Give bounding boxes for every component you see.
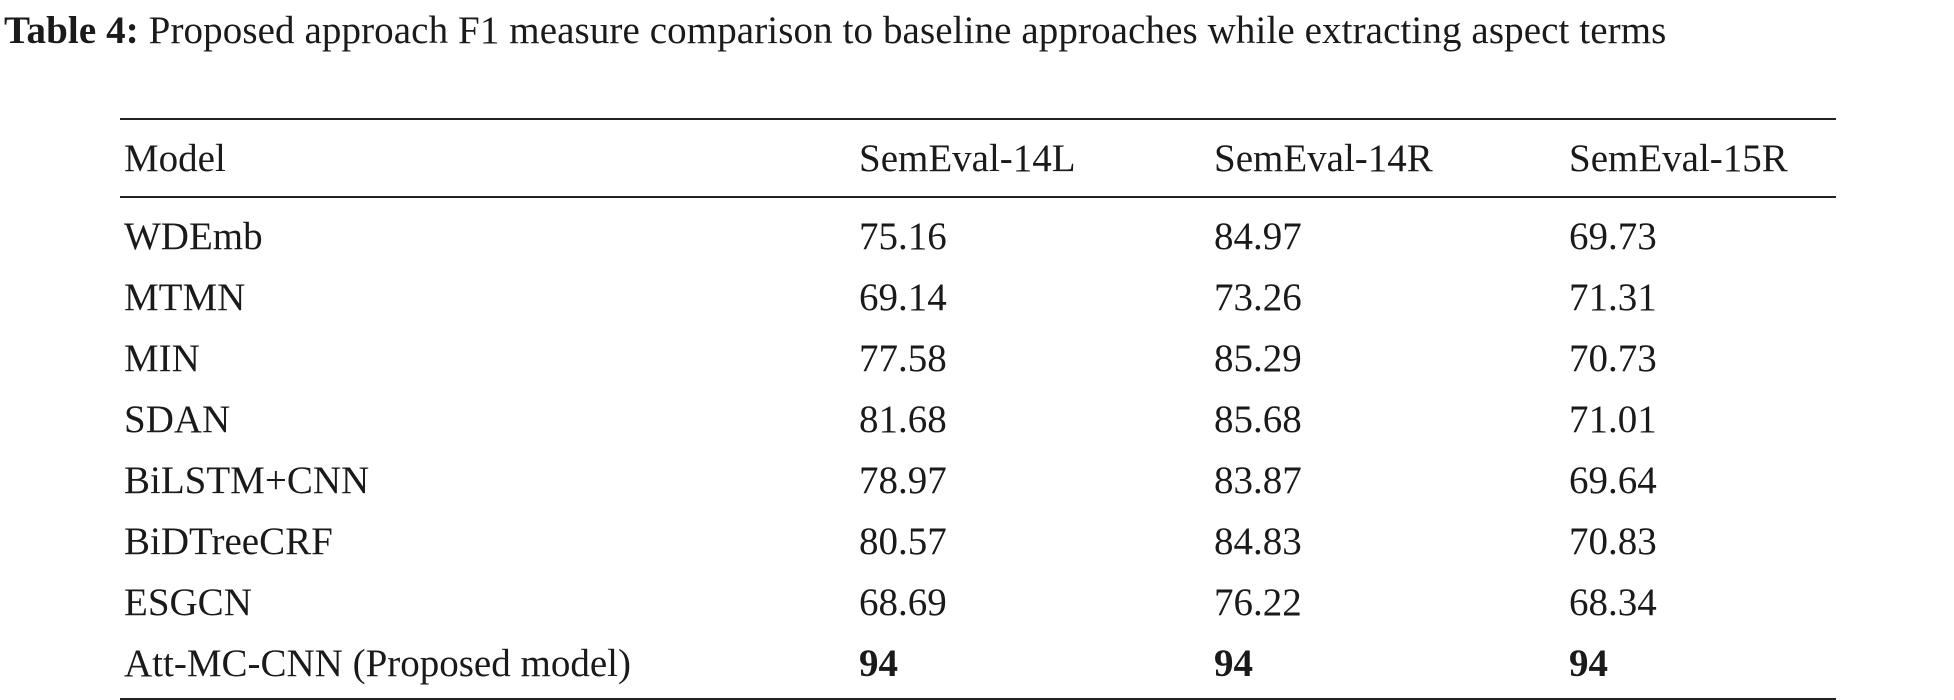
- model-name-cell: SDAN: [124, 398, 231, 441]
- semeval-14r-cell: 84.97: [1214, 215, 1302, 258]
- table-row: BiLSTM+CNN 78.97 83.87 69.64: [120, 450, 1836, 511]
- table-row: MIN 77.58 85.29 70.73: [120, 328, 1836, 389]
- caption-text: Proposed approach F1 measure comparison …: [138, 9, 1667, 52]
- semeval-15r-cell: 68.34: [1569, 581, 1657, 624]
- semeval-15r-cell: 71.31: [1569, 276, 1657, 319]
- table-caption: Table 4: Proposed approach F1 measure co…: [4, 4, 1950, 58]
- column-header-semeval-14l: SemEval-14L: [859, 136, 1076, 180]
- semeval-14r-cell: 73.26: [1214, 276, 1302, 319]
- semeval-14l-cell-best: 94: [859, 642, 898, 685]
- table-row: MTMN 69.14 73.26 71.31: [120, 267, 1836, 328]
- semeval-14r-cell: 76.22: [1214, 581, 1302, 624]
- semeval-15r-cell: 70.83: [1569, 520, 1657, 563]
- semeval-14r-cell: 85.68: [1214, 398, 1302, 441]
- semeval-15r-cell: 69.73: [1569, 215, 1657, 258]
- table-header-row: Model SemEval-14L SemEval-14R SemEval-15…: [120, 119, 1836, 197]
- model-name-cell: MIN: [124, 337, 200, 380]
- model-name-cell: ESGCN: [124, 581, 252, 624]
- semeval-14l-cell: 68.69: [859, 581, 947, 624]
- semeval-15r-cell: 69.64: [1569, 459, 1657, 502]
- column-header-model: Model: [124, 136, 226, 180]
- semeval-14r-cell-best: 94: [1214, 642, 1253, 685]
- semeval-15r-cell-best: 94: [1569, 642, 1608, 685]
- results-table-container: Model SemEval-14L SemEval-14R SemEval-15…: [120, 118, 1836, 700]
- semeval-14l-cell: 80.57: [859, 520, 947, 563]
- semeval-14l-cell: 81.68: [859, 398, 947, 441]
- table-row: BiDTreeCRF 80.57 84.83 70.83: [120, 511, 1836, 572]
- semeval-14l-cell: 69.14: [859, 276, 947, 319]
- semeval-15r-cell: 71.01: [1569, 398, 1657, 441]
- table-row-proposed: Att-MC-CNN (Proposed model) 94 94 94: [120, 633, 1836, 699]
- semeval-14l-cell: 75.16: [859, 215, 947, 258]
- semeval-14l-cell: 78.97: [859, 459, 947, 502]
- table-row: ESGCN 68.69 76.22 68.34: [120, 572, 1836, 633]
- semeval-14l-cell: 77.58: [859, 337, 947, 380]
- model-name-cell: BiLSTM+CNN: [124, 459, 370, 502]
- semeval-14r-cell: 84.83: [1214, 520, 1302, 563]
- semeval-14r-cell: 85.29: [1214, 337, 1302, 380]
- column-header-semeval-15r: SemEval-15R: [1569, 136, 1788, 180]
- column-header-semeval-14r: SemEval-14R: [1214, 136, 1433, 180]
- results-table: Model SemEval-14L SemEval-14R SemEval-15…: [120, 118, 1836, 700]
- semeval-14r-cell: 83.87: [1214, 459, 1302, 502]
- model-name-cell: MTMN: [124, 276, 246, 319]
- table-row: SDAN 81.68 85.68 71.01: [120, 389, 1836, 450]
- caption-label: Table 4:: [4, 9, 139, 52]
- semeval-15r-cell: 70.73: [1569, 337, 1657, 380]
- model-name-cell: Att-MC-CNN (Proposed model): [124, 642, 631, 685]
- table-row: WDEmb 75.16 84.97 69.73: [120, 197, 1836, 267]
- model-name-cell: BiDTreeCRF: [124, 520, 333, 563]
- model-name-cell: WDEmb: [124, 215, 263, 258]
